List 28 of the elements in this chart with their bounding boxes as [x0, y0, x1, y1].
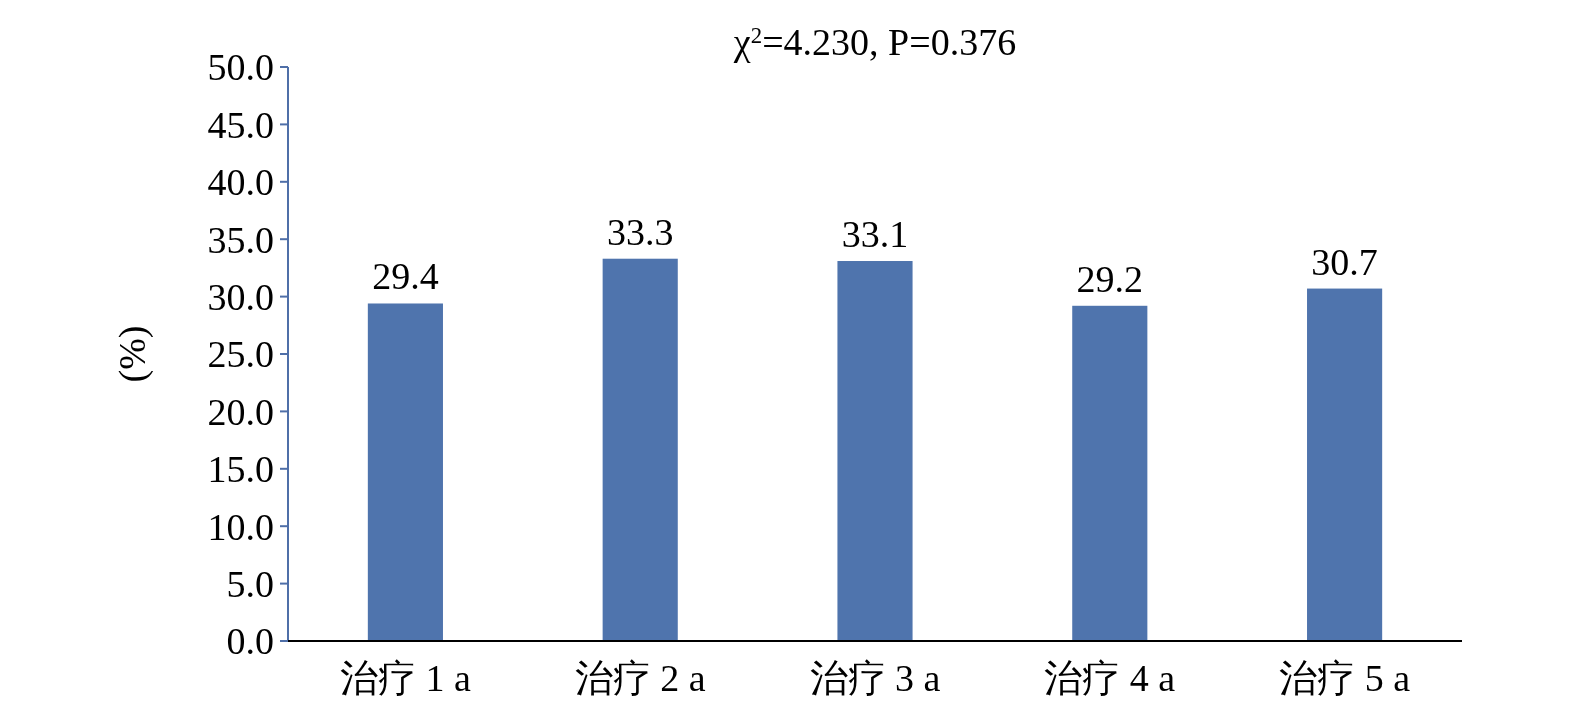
- bar: [837, 261, 913, 641]
- data-label: 29.2: [1076, 257, 1144, 300]
- data-label: 33.3: [606, 210, 674, 253]
- y-tick-label: 50.0: [207, 46, 274, 89]
- data-label: 33.1: [841, 213, 909, 256]
- bar: [367, 303, 443, 641]
- y-tick-label: 5.0: [226, 562, 274, 605]
- y-tick-label: 40.0: [207, 161, 274, 204]
- y-tick-label: 30.0: [207, 275, 274, 318]
- y-tick-label: 25.0: [207, 333, 274, 376]
- data-label: 30.7: [1311, 240, 1378, 283]
- x-tick-label: 治疗 1 a: [339, 657, 471, 699]
- x-tick-label: 治疗 2 a: [574, 657, 706, 699]
- y-tick-label: 15.0: [207, 448, 274, 491]
- y-tick-label: 10.0: [207, 505, 274, 548]
- y-tick-label: 45.0: [207, 103, 274, 146]
- y-axis-title: (%): [111, 325, 154, 383]
- x-tick-label: 治疗 3 a: [809, 657, 941, 699]
- y-tick-label: 20.0: [207, 390, 274, 433]
- bar: [602, 258, 678, 641]
- x-tick-label: 治疗 5 a: [1279, 657, 1411, 699]
- y-tick-label: 35.0: [207, 218, 274, 261]
- chart-title: χ$^{2}$=4.230, P=0.376: [732, 21, 1017, 63]
- bar: [1307, 288, 1383, 641]
- y-tick-label: 0.0: [226, 620, 274, 663]
- x-tick-label: 治疗 4 a: [1044, 657, 1176, 699]
- data-label: 29.4: [372, 255, 439, 298]
- bar: [1072, 305, 1148, 641]
